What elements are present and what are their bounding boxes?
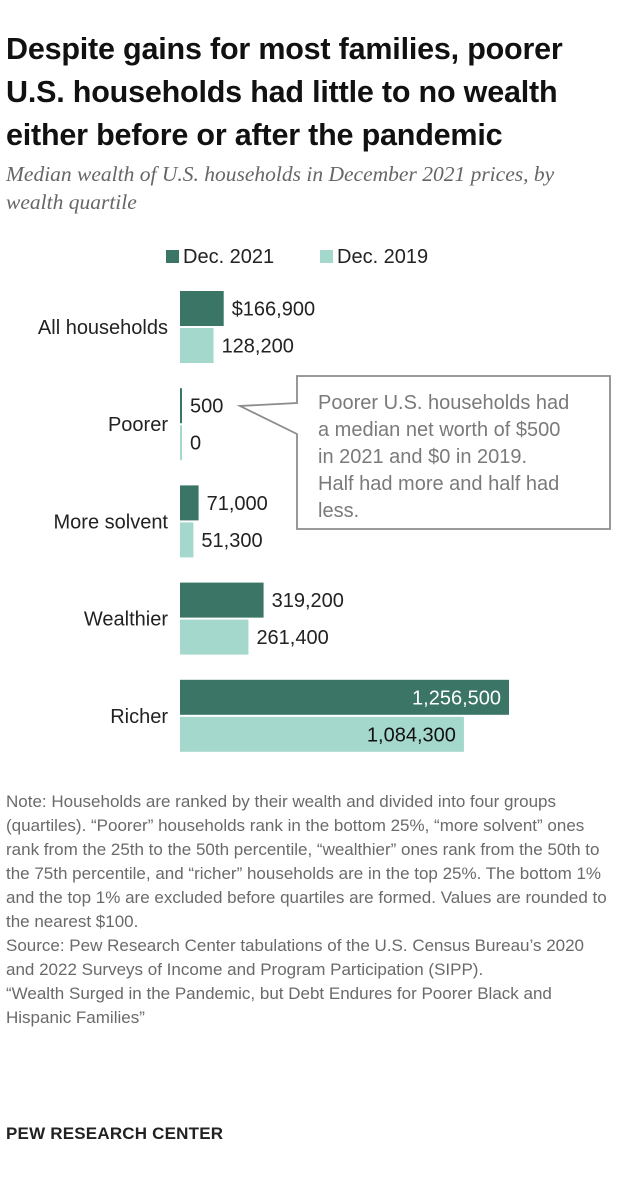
category-label: Richer <box>110 706 168 728</box>
chart-note: Note: Households are ranked by their wea… <box>6 792 607 931</box>
legend-swatch-1 <box>320 250 333 263</box>
category-label: All households <box>38 317 168 339</box>
chart-subtitle: Median wealth of U.S. households in Dece… <box>6 162 555 214</box>
bar-chart: Dec. 2021 Dec. 2019 All households $166,900… <box>38 246 611 752</box>
data-label: 51,300 <box>201 530 262 552</box>
data-label: 0 <box>190 433 201 455</box>
bar <box>180 522 194 558</box>
report-title: “Wealth Surged in the Pandemic, but Debt… <box>6 984 552 1027</box>
data-label: 71,000 <box>207 493 268 515</box>
callout-text-line: Half had more and half had <box>318 473 559 495</box>
callout-text: Poorer U.S. households had a median net w… <box>318 392 569 522</box>
bar <box>180 679 509 715</box>
category-label: More solvent <box>54 511 169 533</box>
data-label: 500 <box>190 396 223 418</box>
bar <box>180 582 264 618</box>
data-label: 319,200 <box>272 590 344 612</box>
category-label: Poorer <box>108 414 168 436</box>
bar <box>180 291 224 326</box>
callout-text-line: in 2021 and $0 in 2019. <box>318 446 527 468</box>
notes-block: Note: Households are ranked by their wea… <box>6 790 616 1030</box>
bar <box>180 716 464 752</box>
bar <box>180 619 249 655</box>
data-label: $166,900 <box>232 299 315 321</box>
legend-swatch-0 <box>166 250 179 263</box>
callout-box <box>236 375 611 530</box>
callout-text-line: less. <box>318 500 359 522</box>
bar <box>180 485 199 521</box>
bar <box>180 388 182 424</box>
chart-source: Source: Pew Research Center tabulations … <box>6 936 585 979</box>
chart-title: Despite gains for most families, poorer … <box>6 32 563 152</box>
pew-research-center-logo: PEW RESEARCH CENTER <box>6 1124 224 1143</box>
category-label: Wealthier <box>84 609 168 631</box>
data-label: 1,256,500 <box>412 687 501 709</box>
legend-label-0: Dec. 2021 <box>183 246 274 268</box>
callout-text-line: Poorer U.S. households had <box>318 392 569 414</box>
bar <box>180 425 182 461</box>
data-label: 261,400 <box>256 627 328 649</box>
callout-text-line: a median net worth of $500 <box>318 419 560 441</box>
data-label: 128,200 <box>222 336 294 358</box>
legend-label-1: Dec. 2019 <box>337 246 428 268</box>
bar <box>180 328 214 363</box>
data-label: 1,084,300 <box>367 724 456 746</box>
